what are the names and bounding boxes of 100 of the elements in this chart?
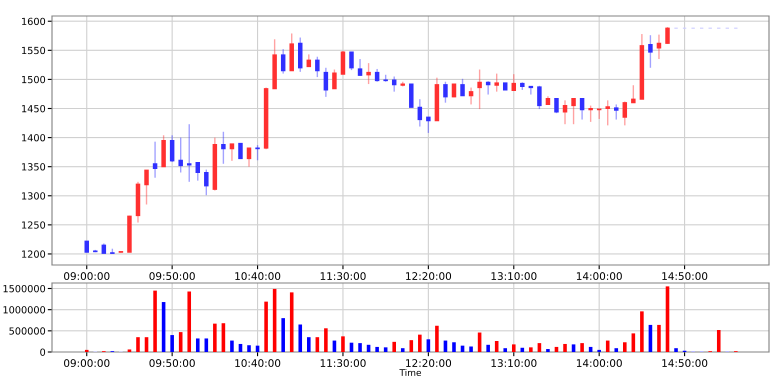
x-tick-label: 12:20:00 (406, 272, 452, 280)
bar (196, 338, 200, 352)
bar (170, 335, 174, 352)
y-tick-label: 1500 (22, 76, 46, 84)
y-tick-label: 1350 (22, 163, 46, 171)
bar (716, 330, 721, 352)
x-tick-label: 09:50:00 (149, 272, 195, 280)
y-tick-label: 1400 (22, 134, 46, 142)
x-tick-label: 14:50:00 (662, 359, 708, 368)
bar (187, 291, 192, 352)
bar (341, 336, 345, 352)
bar (520, 348, 524, 352)
x-tick-label: 10:40:00 (235, 359, 280, 368)
bar (136, 337, 140, 352)
bar (256, 346, 260, 352)
bar (529, 347, 533, 352)
candlestick (340, 50, 346, 75)
bar (426, 339, 430, 352)
bar (358, 343, 362, 352)
candlestick (665, 26, 670, 45)
x-tick-label: 10:40:00 (235, 272, 280, 280)
y-tick-label: 1000000 (4, 306, 46, 314)
bar (247, 345, 251, 352)
bar (444, 340, 448, 352)
bar (572, 344, 576, 352)
bar (435, 326, 439, 352)
bar (392, 342, 396, 352)
bar (460, 346, 464, 352)
bar (144, 337, 148, 352)
bar (128, 349, 132, 352)
y-tick-label: 1600 (22, 18, 46, 26)
bar (452, 342, 456, 352)
bar (162, 302, 166, 352)
bar (222, 323, 226, 352)
bar (512, 344, 516, 352)
y-tick-label: 500000 (9, 327, 46, 335)
bar (640, 311, 644, 352)
y-tick-label: 1200 (22, 250, 46, 258)
y-tick-label: 1450 (22, 104, 46, 112)
x-axis-title: Time (399, 369, 422, 376)
bar (614, 348, 618, 352)
y-tick-label: 1250 (22, 221, 46, 229)
bar (657, 324, 661, 352)
bar (178, 332, 182, 352)
x-tick-label: 14:50:00 (662, 272, 708, 280)
bar (350, 342, 354, 352)
y-tick-label: 1300 (22, 192, 46, 200)
bar (580, 343, 584, 352)
bar (554, 346, 558, 352)
y-tick-label: 1550 (22, 46, 46, 54)
x-tick-label: 13:10:00 (492, 359, 536, 368)
bar (538, 343, 542, 352)
x-tick-label: 09:00:00 (64, 359, 110, 368)
candlestick (452, 82, 456, 98)
x-tick-label: 09:00:00 (64, 272, 110, 280)
bar (563, 344, 567, 352)
bar (316, 337, 320, 352)
bar (332, 340, 336, 352)
bar (632, 333, 636, 352)
bar (298, 324, 302, 352)
bar (272, 288, 276, 352)
x-tick-label: 13:10:00 (492, 272, 536, 280)
bar (409, 340, 414, 352)
bar (400, 348, 405, 352)
x-tick-label: 14:00:00 (576, 359, 622, 368)
bar (281, 318, 285, 352)
bar (666, 286, 670, 352)
y-tick-label: 0 (40, 348, 46, 356)
x-tick-label: 14:00:00 (576, 272, 622, 280)
bar (264, 302, 268, 352)
bar (503, 348, 508, 352)
x-tick-label: 11:30:00 (320, 272, 366, 280)
bar (213, 324, 217, 352)
bar (606, 340, 610, 352)
candlestick (84, 240, 89, 253)
bar (375, 346, 379, 352)
bar (546, 349, 550, 352)
x-tick-label: 12:20:00 (406, 359, 452, 368)
bar (153, 290, 157, 352)
bar (469, 346, 473, 352)
bar (384, 347, 388, 352)
bar (648, 324, 652, 352)
y-tick-label: 1500000 (4, 284, 46, 292)
bar (418, 334, 422, 352)
x-tick-label: 09:50:00 (149, 359, 195, 368)
x-tick-label: 11:30:00 (320, 359, 366, 368)
bar (324, 328, 328, 352)
candlestick (554, 98, 559, 114)
bar (623, 342, 627, 352)
bar (494, 340, 498, 352)
bar (204, 338, 208, 352)
candlestick (409, 84, 414, 108)
candlestick (238, 142, 243, 160)
bar (486, 344, 490, 352)
bar (307, 337, 311, 352)
bar (478, 332, 482, 352)
bar (290, 292, 294, 352)
bar (674, 348, 678, 352)
bar (238, 344, 242, 352)
bar (230, 340, 234, 352)
